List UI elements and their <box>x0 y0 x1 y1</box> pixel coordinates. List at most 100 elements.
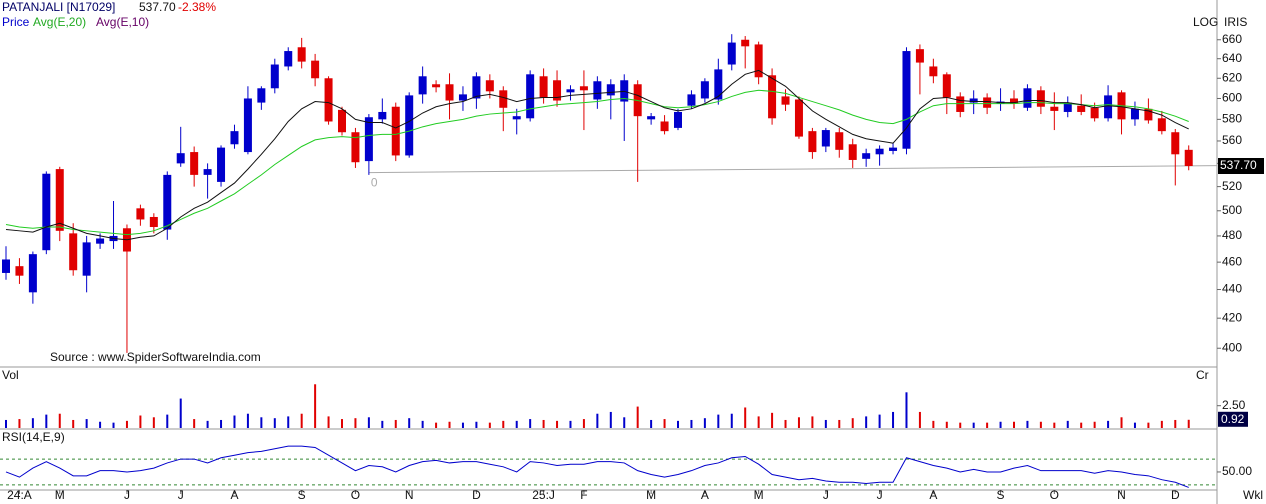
avg-line <box>5 69 1189 241</box>
volume-bar <box>771 412 774 428</box>
candle-body <box>606 84 615 96</box>
volume-bar <box>623 417 626 428</box>
y-tick-label: 620 <box>1222 70 1242 84</box>
y-tick-label: 500 <box>1222 203 1242 217</box>
volume-bar <box>959 422 962 428</box>
candle-body <box>485 80 494 92</box>
candle-body <box>1036 90 1045 107</box>
candle-body <box>674 111 682 128</box>
candle-body <box>270 64 279 89</box>
legend-entry: Avg(E,20) <box>33 15 86 29</box>
scale-label: IRIS <box>1224 15 1247 29</box>
volume-bar <box>1174 419 1177 428</box>
x-tick-label: A <box>230 488 238 502</box>
volume-bar <box>582 419 585 428</box>
candle-body <box>499 90 508 108</box>
candle-body <box>983 97 992 108</box>
volume-bar <box>99 421 102 428</box>
candle-body <box>553 80 562 101</box>
volume-bar <box>354 418 357 428</box>
candle-body <box>539 76 548 98</box>
volume-bar <box>1026 420 1029 428</box>
trendline <box>368 165 1218 174</box>
candle-body <box>902 51 911 149</box>
candle-body <box>1050 106 1059 111</box>
candle-body <box>889 147 898 151</box>
volume-bar <box>892 411 895 428</box>
volume-bar <box>1133 422 1136 428</box>
x-tick-label: M <box>646 488 656 502</box>
candle-body <box>862 153 871 159</box>
volume-bar <box>757 416 760 428</box>
volume-bar <box>139 415 142 428</box>
volume-bar <box>273 418 276 428</box>
x-tick-label: M <box>754 488 764 502</box>
rsi-line <box>5 445 1189 488</box>
volume-bar <box>677 420 679 428</box>
volume-bar <box>569 420 572 428</box>
candle-body <box>647 116 656 120</box>
last-price-label: 537.70 <box>1220 158 1257 172</box>
candle-body <box>324 78 333 122</box>
candle-body <box>741 39 750 47</box>
volume-bar <box>166 414 169 428</box>
candle-body <box>203 169 212 175</box>
candle-body <box>714 69 723 100</box>
volume-bar <box>448 421 451 428</box>
y-tick-label: 460 <box>1222 254 1242 268</box>
volume-bar <box>300 413 303 428</box>
candle-body <box>660 121 669 132</box>
x-tick-label: M <box>55 488 65 502</box>
candle-body <box>82 242 91 276</box>
volume-bar <box>797 417 800 428</box>
y-tick-label: 640 <box>1222 51 1242 65</box>
volume-bar <box>233 415 236 428</box>
candle-body <box>526 74 535 119</box>
candle-body <box>794 99 803 137</box>
volume-bar <box>1013 421 1015 428</box>
volume-bar <box>609 411 612 428</box>
candle-body <box>149 216 158 228</box>
candle-body <box>1184 149 1193 166</box>
volume-bar <box>475 421 478 428</box>
volume-bar <box>1147 422 1150 428</box>
volume-bar <box>45 414 48 428</box>
candle-body <box>1077 105 1086 112</box>
candle-body <box>942 74 951 98</box>
candle-body <box>257 88 266 103</box>
volume-bar <box>152 417 155 428</box>
volume-bar <box>1093 421 1096 428</box>
x-tick-label: J <box>877 488 883 502</box>
volume-bar <box>327 416 330 428</box>
volume-bar <box>260 417 263 428</box>
candle-body <box>217 147 226 182</box>
y-tick-label: 50.00 <box>1222 464 1252 478</box>
candle-body <box>391 106 400 156</box>
candle-body <box>512 116 521 120</box>
legend-entry: Price <box>2 15 30 29</box>
volume-bar <box>125 420 128 428</box>
volume-bar <box>556 420 559 428</box>
candle-body <box>700 81 709 99</box>
candle-body <box>15 266 24 276</box>
volume-bar <box>905 392 908 428</box>
candle-body <box>929 66 938 77</box>
candle-body <box>1144 108 1153 121</box>
volume-bar <box>851 418 854 428</box>
volume-bar <box>542 419 545 428</box>
x-tick-label: D <box>1171 488 1180 502</box>
volume-bar <box>878 414 881 428</box>
last-volume-box <box>1218 411 1248 427</box>
volume-bar <box>314 384 317 428</box>
candle-body <box>458 94 467 101</box>
volume-bar <box>690 419 693 428</box>
volume-bar <box>717 414 720 428</box>
y-tick-label: 400 <box>1222 340 1242 354</box>
candle-body <box>364 117 373 162</box>
panel-title: RSI(14,E,9) <box>2 430 65 444</box>
candle-body <box>96 238 105 244</box>
candle-body <box>727 42 736 65</box>
chart-title: PATANJALI [N17029] <box>2 0 115 14</box>
candle-body <box>136 208 145 220</box>
candle-body <box>593 81 602 100</box>
